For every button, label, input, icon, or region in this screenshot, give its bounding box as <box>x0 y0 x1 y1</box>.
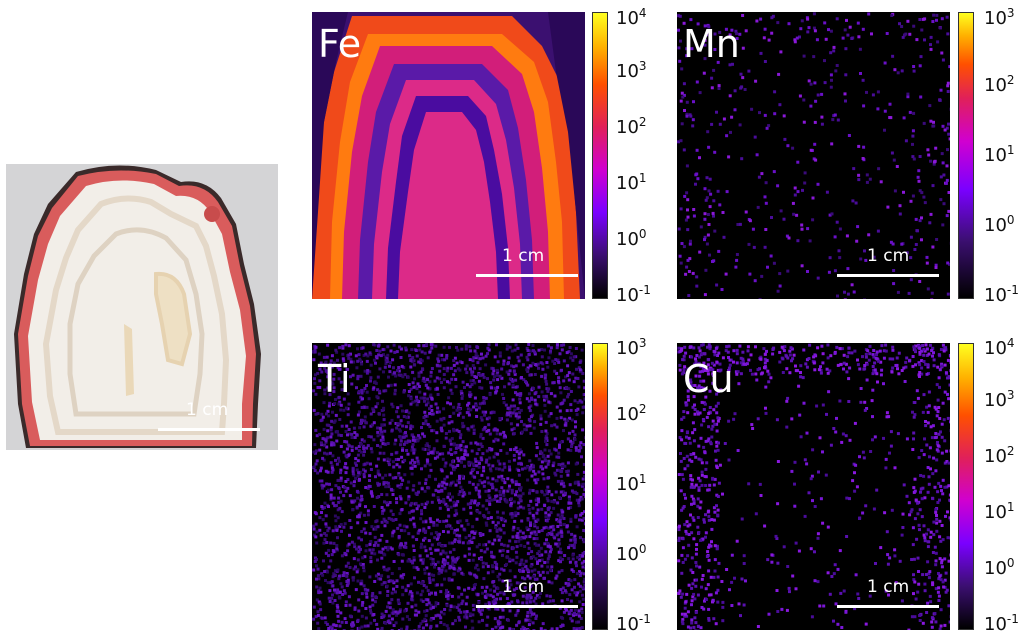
ti-scale-label: 1 cm <box>502 577 545 597</box>
fe-tick: 101 <box>616 171 647 194</box>
mn-tick: 103 <box>984 6 1015 29</box>
fe-tick: 10-1 <box>616 283 651 306</box>
mn-tick: 101 <box>984 143 1015 166</box>
cu-element-label: Cu <box>683 357 734 401</box>
ti-tick: 103 <box>616 336 647 359</box>
mn-tick: 10-1 <box>984 283 1019 306</box>
cu-tick: 101 <box>984 500 1015 523</box>
ti-map: Ti 1 cm <box>312 343 585 630</box>
cu-tick: 103 <box>984 388 1015 411</box>
cu-colorbar <box>958 343 974 630</box>
ti-tick: 102 <box>616 402 647 425</box>
ti-scale-bar <box>476 605 578 608</box>
fe-tick: 103 <box>616 59 647 82</box>
mn-scale-bar <box>837 274 939 277</box>
photo-scale-bar <box>158 428 260 431</box>
cu-map: Cu 1 cm <box>677 343 950 630</box>
fe-scale-bar <box>476 274 578 277</box>
mn-map: Mn 1 cm <box>677 12 950 299</box>
mn-element-label: Mn <box>683 22 740 66</box>
cu-scale-label: 1 cm <box>867 577 910 597</box>
ti-tick: 100 <box>616 542 647 565</box>
ti-element-label: Ti <box>318 357 351 401</box>
mn-tick: 102 <box>984 73 1015 96</box>
fe-map: Fe 1 cm <box>312 12 585 299</box>
cu-tick: 102 <box>984 444 1015 467</box>
cu-tick: 104 <box>984 336 1015 359</box>
mn-scale-label: 1 cm <box>867 246 910 266</box>
fe-tick: 102 <box>616 115 647 138</box>
photo-scale-label: 1 cm <box>186 400 229 420</box>
fe-tick: 104 <box>616 6 647 29</box>
agate-photo: 1 cm <box>6 164 278 450</box>
ti-colorbar <box>592 343 608 630</box>
cu-scale-bar <box>837 605 939 608</box>
mn-tick: 100 <box>984 213 1015 236</box>
ti-tick: 10-1 <box>616 612 651 635</box>
ti-tick: 101 <box>616 472 647 495</box>
fe-element-label: Fe <box>318 22 362 66</box>
fe-tick: 100 <box>616 227 647 250</box>
mn-colorbar <box>958 12 974 299</box>
cu-tick: 10-1 <box>984 612 1019 635</box>
fe-colorbar <box>592 12 608 299</box>
fe-scale-label: 1 cm <box>502 246 545 266</box>
cu-tick: 100 <box>984 556 1015 579</box>
